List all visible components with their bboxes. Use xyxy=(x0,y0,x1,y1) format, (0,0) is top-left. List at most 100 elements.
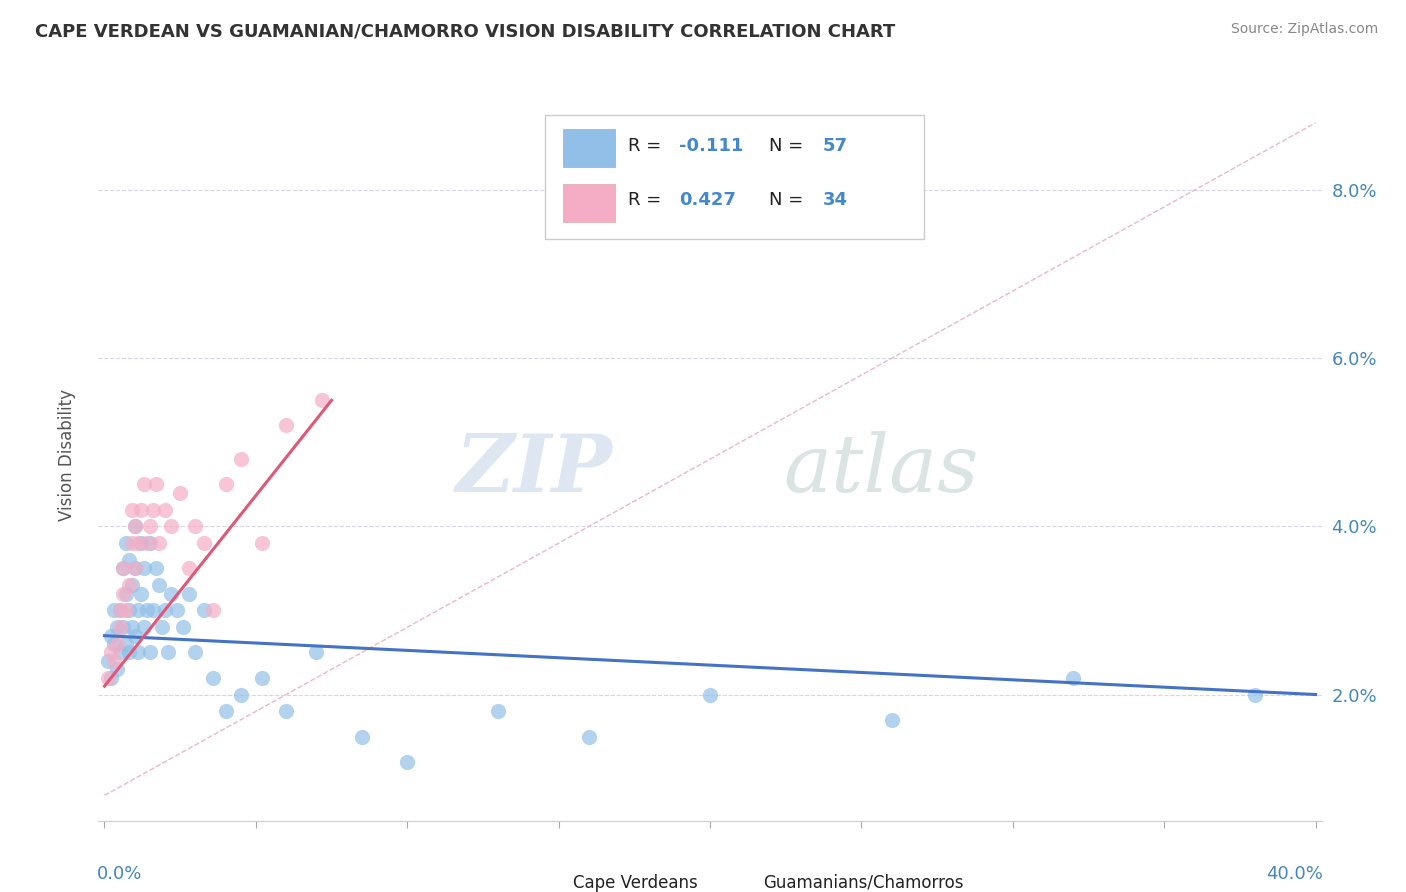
Point xyxy=(179,561,201,575)
Point xyxy=(153,603,176,617)
FancyBboxPatch shape xyxy=(564,129,614,168)
Point xyxy=(121,502,143,516)
Text: N =: N = xyxy=(769,192,808,210)
Point xyxy=(229,688,252,702)
Point xyxy=(1244,688,1267,702)
Point xyxy=(142,502,165,516)
Point xyxy=(214,477,236,491)
Point xyxy=(148,536,170,550)
Point xyxy=(108,645,131,659)
Point xyxy=(114,637,136,651)
Point xyxy=(193,603,215,617)
Point xyxy=(103,637,125,651)
Point xyxy=(153,502,176,516)
Text: CAPE VERDEAN VS GUAMANIAN/CHAMORRO VISION DISABILITY CORRELATION CHART: CAPE VERDEAN VS GUAMANIAN/CHAMORRO VISIO… xyxy=(35,22,896,40)
Point xyxy=(124,519,146,533)
Point xyxy=(124,561,146,575)
Point xyxy=(118,645,141,659)
Point xyxy=(121,536,143,550)
FancyBboxPatch shape xyxy=(546,115,924,239)
Point xyxy=(145,477,167,491)
Text: R =: R = xyxy=(628,137,666,155)
Point xyxy=(114,603,136,617)
Point xyxy=(118,603,141,617)
Text: Source: ZipAtlas.com: Source: ZipAtlas.com xyxy=(1230,22,1378,37)
Point xyxy=(127,536,149,550)
Point xyxy=(166,603,188,617)
Point xyxy=(202,603,225,617)
Point xyxy=(880,713,903,727)
Point xyxy=(311,393,333,408)
Point xyxy=(132,620,155,634)
Point xyxy=(150,620,173,634)
Point xyxy=(132,477,155,491)
Point xyxy=(132,561,155,575)
Point xyxy=(121,620,143,634)
Point xyxy=(124,561,146,575)
Point xyxy=(100,645,122,659)
Point xyxy=(129,502,152,516)
FancyBboxPatch shape xyxy=(564,185,614,222)
Point xyxy=(148,578,170,592)
Point xyxy=(160,587,183,601)
Point xyxy=(105,662,128,676)
Point xyxy=(124,519,146,533)
Point xyxy=(100,629,122,643)
Point xyxy=(127,603,149,617)
Point xyxy=(100,671,122,685)
Point xyxy=(111,561,134,575)
Text: 57: 57 xyxy=(823,137,848,155)
Point xyxy=(699,688,721,702)
Y-axis label: Vision Disability: Vision Disability xyxy=(58,389,76,521)
Point xyxy=(276,704,298,718)
Point xyxy=(118,553,141,567)
Point xyxy=(193,536,215,550)
Point xyxy=(103,654,125,668)
Point xyxy=(124,629,146,643)
Point xyxy=(184,645,207,659)
Text: ZIP: ZIP xyxy=(456,431,612,508)
Point xyxy=(139,519,162,533)
Point xyxy=(129,587,152,601)
Point xyxy=(486,704,509,718)
Text: 40.0%: 40.0% xyxy=(1265,864,1323,882)
Point xyxy=(202,671,225,685)
Point xyxy=(142,603,165,617)
Point xyxy=(114,536,136,550)
FancyBboxPatch shape xyxy=(714,868,755,892)
Text: -0.111: -0.111 xyxy=(679,137,744,155)
Point xyxy=(214,704,236,718)
Point xyxy=(169,485,191,500)
Point xyxy=(96,671,118,685)
Point xyxy=(578,730,600,744)
Point xyxy=(127,645,149,659)
Text: atlas: atlas xyxy=(783,431,979,508)
Point xyxy=(145,561,167,575)
Point xyxy=(105,637,128,651)
Text: R =: R = xyxy=(628,192,666,210)
Point xyxy=(350,730,373,744)
Point xyxy=(276,418,298,433)
FancyBboxPatch shape xyxy=(524,868,565,892)
Point xyxy=(121,578,143,592)
Point xyxy=(179,587,201,601)
Text: 0.0%: 0.0% xyxy=(97,864,142,882)
Point xyxy=(111,587,134,601)
Point xyxy=(96,654,118,668)
Point xyxy=(108,620,131,634)
Point xyxy=(172,620,194,634)
Text: N =: N = xyxy=(769,137,808,155)
Point xyxy=(250,536,273,550)
Point xyxy=(135,536,157,550)
Text: 0.427: 0.427 xyxy=(679,192,737,210)
Text: Guamanians/Chamorros: Guamanians/Chamorros xyxy=(762,874,963,892)
Point xyxy=(108,603,131,617)
Point xyxy=(118,578,141,592)
Point xyxy=(396,755,419,769)
Point xyxy=(184,519,207,533)
Point xyxy=(139,536,162,550)
Point xyxy=(139,645,162,659)
Point xyxy=(105,620,128,634)
Point xyxy=(250,671,273,685)
Point xyxy=(129,536,152,550)
